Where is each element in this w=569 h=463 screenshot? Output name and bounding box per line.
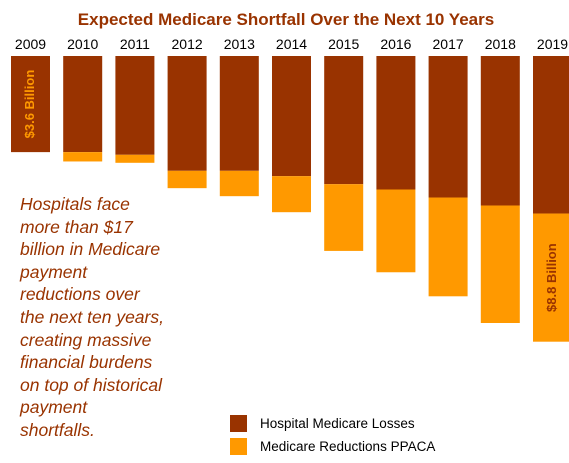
- bar-reductions-2014: [272, 176, 311, 213]
- bar-reductions-2018: [480, 205, 520, 323]
- year-tick-labels: 2009 2010 2011 2012 2013 2014 2015 2016 2017 2018…: [15, 36, 568, 52]
- bar-value-labels: $3.6 Billion $8.8 Billion: [22, 70, 559, 312]
- bar-reductions-2010: [63, 152, 103, 162]
- year-label-2010: 2010: [67, 36, 98, 52]
- bar-reductions-2012: [167, 170, 207, 189]
- bar-label-2019: $8.8 Billion: [544, 243, 559, 312]
- bar-losses-2010: [63, 56, 103, 153]
- legend-label-reductions: Medicare Reductions PPACA: [260, 439, 436, 454]
- bar-losses-2013: [219, 56, 259, 171]
- bar-reductions-2017: [428, 197, 468, 297]
- legend-label-losses: Hospital Medicare Losses: [260, 416, 415, 431]
- bar-reductions-2019: [533, 213, 569, 342]
- bar-losses-2014: [272, 56, 311, 177]
- year-label-2009: 2009: [15, 36, 46, 52]
- legend-item-reductions: Medicare Reductions PPACA: [230, 435, 435, 458]
- bar-losses-2009: [11, 56, 50, 153]
- bar-losses-2019: [533, 56, 569, 214]
- bar-label-2009: $3.6 Billion: [22, 70, 37, 139]
- bar-losses-2017: [428, 56, 468, 198]
- year-label-2011: 2011: [120, 36, 150, 52]
- year-label-2019: 2019: [537, 36, 568, 52]
- year-label-2017: 2017: [433, 36, 464, 52]
- annotation-text: Hospitals face more than $17 billion in …: [20, 194, 164, 440]
- bar-reductions-2015: [324, 184, 364, 251]
- bar-losses-2012: [167, 56, 207, 171]
- bar-reductions-2013: [219, 170, 259, 197]
- year-label-2013: 2013: [224, 36, 255, 52]
- bar-losses-2018: [480, 56, 520, 206]
- chart-title: Expected Medicare Shortfall Over the Nex…: [78, 10, 494, 29]
- bar-reductions-2011: [115, 154, 155, 163]
- year-label-2016: 2016: [380, 36, 411, 52]
- bar-losses-2016: [376, 56, 416, 190]
- year-label-2018: 2018: [485, 36, 516, 52]
- bar-reductions-2016: [376, 189, 416, 273]
- legend-swatch-reductions: [230, 438, 247, 455]
- bars: [11, 56, 569, 342]
- legend-item-losses: Hospital Medicare Losses: [230, 412, 435, 435]
- bar-losses-2015: [324, 56, 364, 185]
- year-label-2015: 2015: [328, 36, 359, 52]
- year-label-2014: 2014: [276, 36, 307, 52]
- year-label-2012: 2012: [172, 36, 203, 52]
- bar-losses-2011: [115, 56, 155, 155]
- legend: Hospital Medicare Losses Medicare Reduct…: [230, 412, 435, 458]
- legend-swatch-losses: [230, 415, 247, 432]
